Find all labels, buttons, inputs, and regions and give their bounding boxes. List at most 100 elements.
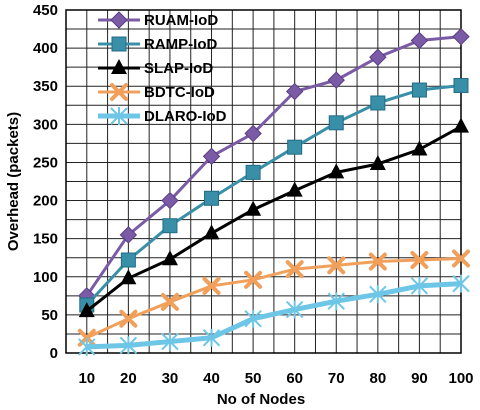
x-tick-label: 100 bbox=[448, 370, 473, 387]
legend-label: DLARO-IoD bbox=[144, 108, 227, 125]
data-point bbox=[410, 31, 429, 50]
data-point bbox=[452, 27, 470, 46]
legend-entry: SLAP-IoD bbox=[98, 59, 213, 77]
data-point bbox=[453, 117, 469, 133]
data-point bbox=[327, 256, 346, 275]
data-point bbox=[120, 269, 137, 285]
data-point bbox=[245, 200, 262, 216]
data-point bbox=[119, 226, 138, 244]
y-tick-label: 450 bbox=[33, 2, 58, 19]
legend-swatch-marker bbox=[111, 36, 127, 52]
data-point bbox=[285, 300, 304, 319]
data-point bbox=[327, 71, 345, 89]
data-point bbox=[244, 309, 262, 328]
series-line bbox=[85, 125, 462, 313]
x-axis-title: No of Nodes bbox=[217, 391, 305, 408]
legend: RUAM-IoD RAMP-IoD SLAP-IoD BDTC-IoD DLARO-Io… bbox=[98, 11, 227, 125]
series-ramp-iod bbox=[79, 77, 469, 313]
data-point bbox=[120, 252, 136, 268]
data-point bbox=[287, 139, 303, 155]
legend-swatch-marker bbox=[110, 11, 128, 29]
data-point bbox=[160, 292, 179, 311]
series-slap-iod bbox=[78, 117, 469, 318]
x-axis-ticks: 10 20 30 40 50 60 70 80 90 100 bbox=[78, 370, 473, 387]
legend-swatch-marker bbox=[111, 59, 127, 74]
data-point bbox=[244, 270, 263, 289]
data-point bbox=[411, 140, 428, 156]
data-point bbox=[78, 302, 95, 318]
y-tick-label: 0 bbox=[50, 345, 58, 362]
legend-entry: BDTC-IoD bbox=[98, 83, 215, 101]
legend-entry: RAMP-IoD bbox=[98, 36, 217, 53]
data-point bbox=[161, 332, 179, 351]
data-point bbox=[328, 115, 344, 131]
data-point bbox=[244, 124, 262, 143]
series-line bbox=[86, 281, 462, 350]
x-tick-label: 10 bbox=[78, 370, 95, 387]
x-tick-label: 20 bbox=[120, 370, 137, 387]
data-point bbox=[411, 82, 427, 98]
legend-label: RAMP-IoD bbox=[144, 36, 217, 53]
x-tick-label: 30 bbox=[162, 370, 179, 387]
data-point bbox=[203, 224, 220, 240]
grid bbox=[66, 9, 462, 353]
data-point bbox=[370, 95, 386, 111]
legend-entry: DLARO-IoD bbox=[98, 107, 227, 125]
data-point bbox=[78, 337, 96, 356]
data-point bbox=[453, 77, 469, 93]
y-tick-label: 300 bbox=[33, 116, 58, 133]
data-point bbox=[368, 252, 387, 271]
y-tick-label: 250 bbox=[33, 154, 58, 171]
data-point bbox=[452, 274, 470, 293]
data-point bbox=[202, 276, 221, 295]
x-tick-label: 70 bbox=[328, 370, 345, 387]
data-point bbox=[119, 309, 138, 328]
series-line bbox=[85, 83, 462, 306]
y-axis-title: Overhead (packets) bbox=[5, 112, 22, 251]
data-point bbox=[369, 154, 386, 170]
series-bdtc-iod bbox=[77, 249, 470, 347]
data-point bbox=[161, 250, 178, 266]
y-tick-label: 150 bbox=[33, 231, 58, 248]
data-point bbox=[245, 164, 261, 180]
series-layer bbox=[77, 27, 470, 356]
legend-swatch-marker bbox=[110, 107, 128, 125]
data-point bbox=[285, 82, 304, 101]
series-dlaro-iod bbox=[78, 274, 470, 356]
data-point bbox=[161, 191, 179, 210]
y-tick-label: 350 bbox=[33, 78, 58, 95]
data-point bbox=[327, 292, 345, 311]
y-axis-ticks: 0 50 100 150 200 250 300 350 400 450 bbox=[33, 2, 58, 362]
legend-entry: RUAM-IoD bbox=[98, 11, 218, 29]
y-tick-label: 50 bbox=[41, 307, 58, 324]
x-tick-label: 80 bbox=[369, 370, 386, 387]
data-point bbox=[286, 181, 303, 197]
legend-swatch-marker bbox=[110, 83, 128, 101]
legend-label: RUAM-IoD bbox=[144, 12, 218, 29]
data-point bbox=[285, 260, 304, 279]
y-tick-label: 200 bbox=[33, 193, 58, 210]
data-point bbox=[452, 249, 470, 268]
y-tick-label: 100 bbox=[33, 269, 58, 286]
legend-label: SLAP-IoD bbox=[144, 60, 213, 77]
legend-label: BDTC-IoD bbox=[144, 84, 215, 101]
data-point bbox=[119, 336, 138, 355]
data-point bbox=[410, 276, 429, 295]
x-tick-label: 90 bbox=[411, 370, 428, 387]
plot-area-border bbox=[65, 9, 462, 354]
data-point bbox=[162, 218, 178, 234]
data-point bbox=[202, 328, 221, 347]
y-tick-label: 400 bbox=[33, 40, 58, 57]
data-point bbox=[202, 147, 221, 166]
plot-frame bbox=[65, 9, 462, 354]
series-line bbox=[85, 35, 462, 297]
data-point bbox=[410, 251, 429, 270]
x-tick-label: 60 bbox=[286, 370, 303, 387]
x-tick-label: 40 bbox=[203, 370, 220, 387]
data-point bbox=[369, 48, 387, 66]
data-point bbox=[369, 285, 387, 304]
data-point bbox=[204, 190, 220, 206]
data-point bbox=[328, 163, 345, 179]
x-tick-label: 50 bbox=[245, 370, 262, 387]
